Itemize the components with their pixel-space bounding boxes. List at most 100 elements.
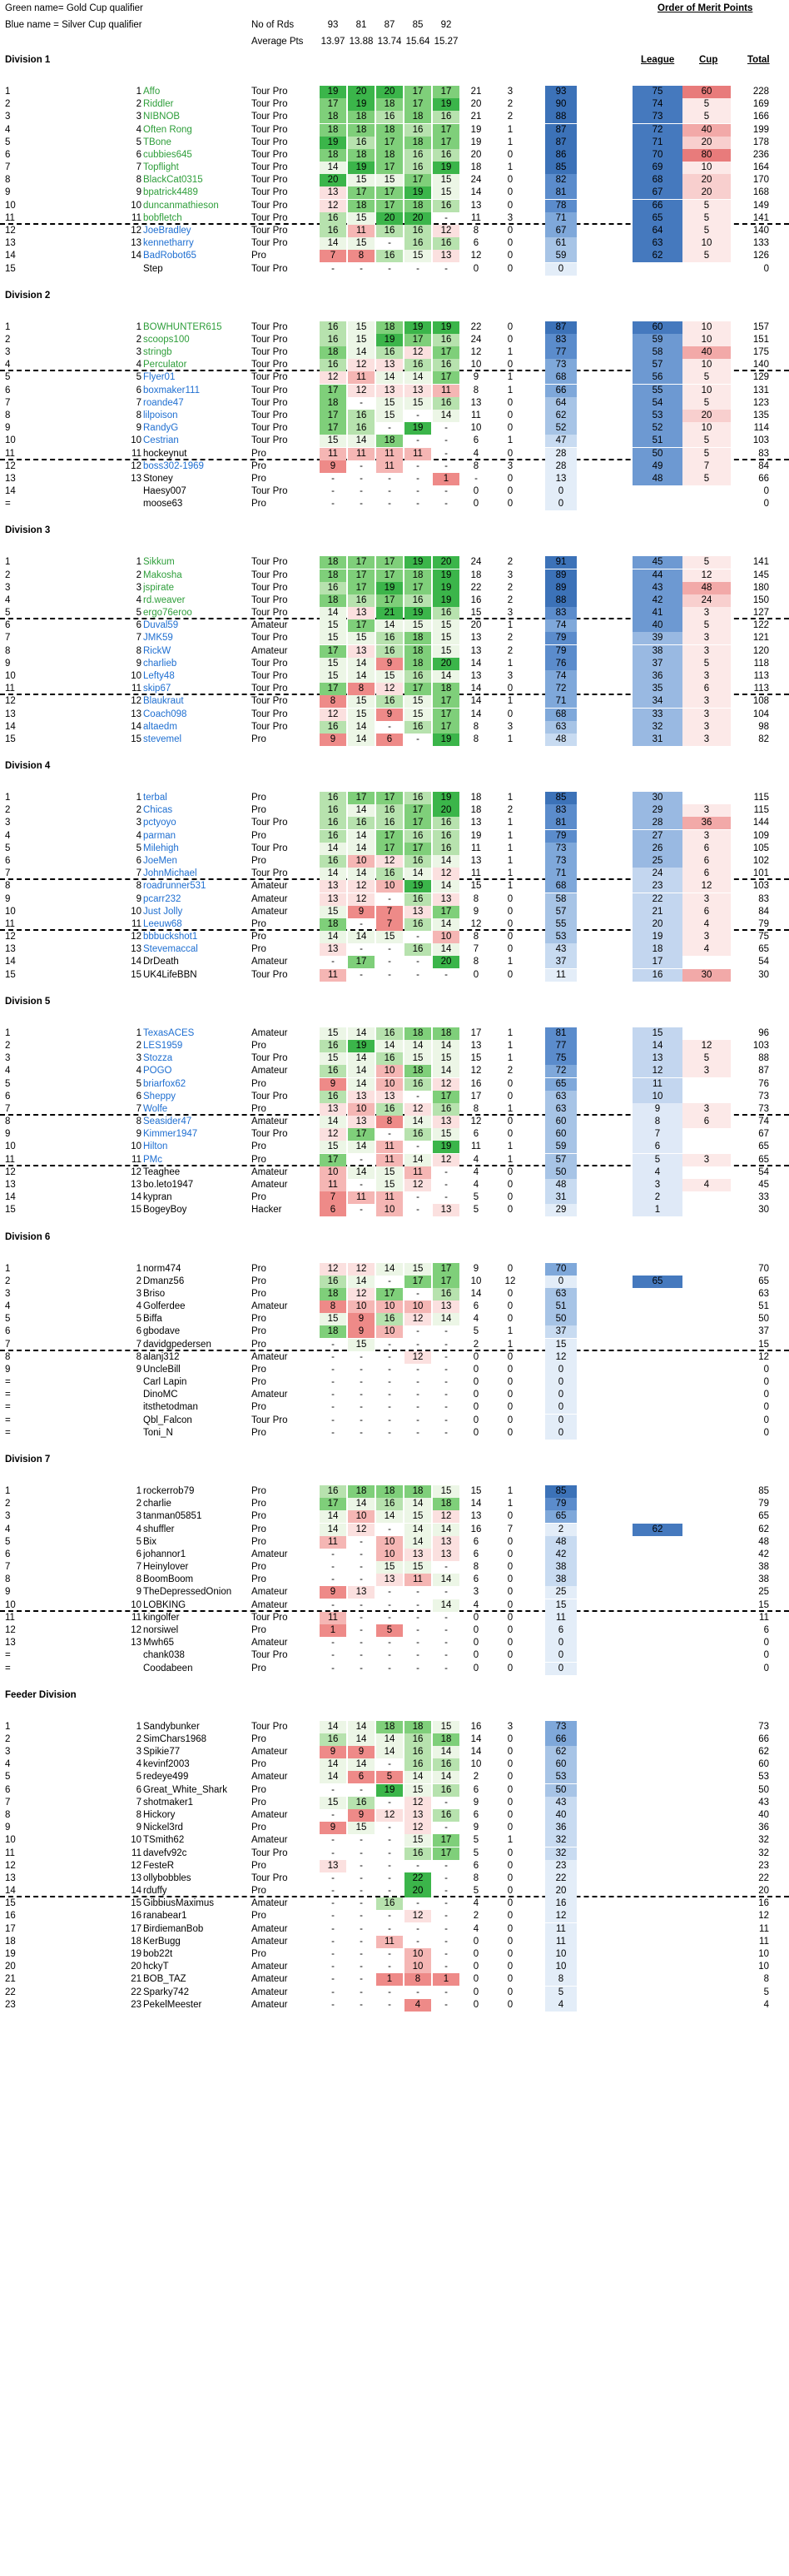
round-score: 14 bbox=[348, 670, 375, 684]
player-tier: Tour Pro bbox=[251, 709, 288, 719]
round-score: 13 bbox=[320, 1859, 346, 1872]
wins: 11 bbox=[471, 868, 481, 879]
position: 1 bbox=[136, 1486, 141, 1497]
round-score: 15 bbox=[404, 1561, 431, 1574]
round-score: - bbox=[444, 1402, 448, 1413]
wins: 13 bbox=[470, 633, 482, 644]
merit-total: 0 bbox=[763, 1377, 769, 1388]
round-score: 16 bbox=[433, 1808, 459, 1822]
round-score: 10 bbox=[376, 1548, 403, 1561]
player-name: skip67 bbox=[143, 684, 171, 694]
league-points: 51 bbox=[633, 435, 682, 448]
rank: 7 bbox=[5, 1339, 11, 1350]
table-row: 1 1 rockerrob79 Pro 16 18 18 18 15 15 1 85 85 bbox=[0, 1485, 789, 1499]
player-name: Chicas bbox=[143, 805, 173, 816]
wins: 13 bbox=[470, 200, 482, 211]
league-points bbox=[633, 1313, 682, 1325]
position: 4 bbox=[136, 1066, 141, 1077]
merit-total: 6 bbox=[763, 1625, 769, 1635]
round-score: 18 bbox=[404, 569, 431, 582]
round-score: 16 bbox=[404, 855, 431, 868]
rank: 12 bbox=[5, 696, 16, 707]
cup-points bbox=[682, 1885, 731, 1897]
round-score: 18 bbox=[404, 1065, 431, 1078]
round-score: 14 bbox=[376, 1746, 403, 1759]
merit-total: 30 bbox=[758, 969, 769, 980]
round-score: - bbox=[444, 1898, 448, 1909]
round-score: 18 bbox=[404, 1027, 431, 1040]
round-score: 17 bbox=[376, 199, 403, 212]
round-score: - bbox=[388, 721, 391, 732]
player-name: BoomBoom bbox=[143, 1574, 194, 1585]
rank: 17 bbox=[5, 1923, 16, 1934]
round-score: 17 bbox=[433, 720, 459, 734]
table-row: 15 15 BogeyBoy Hacker 6-10-13 5 0 29 1 30 bbox=[0, 1204, 789, 1217]
cup-points bbox=[682, 1351, 731, 1364]
player-name: LES1959 bbox=[143, 1040, 183, 1051]
round-score: 11 bbox=[376, 1153, 403, 1166]
merit-total: 0 bbox=[763, 1390, 769, 1400]
merit-total: 150 bbox=[752, 594, 769, 605]
cup-points: 3 bbox=[682, 708, 731, 721]
round-score: - bbox=[416, 1625, 419, 1635]
bonus: 0 bbox=[507, 918, 514, 929]
wins: 4 bbox=[473, 1166, 479, 1177]
league-points bbox=[633, 1574, 682, 1586]
round-score: 14 bbox=[433, 880, 459, 893]
cup-points: 3 bbox=[682, 1102, 731, 1116]
round-score: - bbox=[388, 957, 391, 967]
wins: 20 bbox=[470, 99, 482, 110]
player-name: BOB_TAZ bbox=[143, 1974, 186, 1985]
round-score: 18 bbox=[376, 148, 403, 162]
table-row: 2 2 LES1959 Pro 16 19 14 14 14 13 1 77 14 12 103 bbox=[0, 1039, 789, 1052]
merit-total: 74 bbox=[758, 1116, 769, 1127]
position: 7 bbox=[136, 868, 141, 879]
position: 11 bbox=[132, 1154, 141, 1165]
rank: 1 bbox=[5, 793, 11, 803]
league-points: 49 bbox=[633, 460, 682, 473]
wins: 13 bbox=[470, 645, 482, 656]
league-total: 37 bbox=[545, 956, 577, 969]
round-score: 14 bbox=[348, 868, 375, 881]
round-score: - bbox=[360, 969, 363, 980]
round-score: 14 bbox=[433, 918, 459, 931]
position: 9 bbox=[136, 658, 141, 669]
league-points bbox=[633, 1401, 682, 1414]
player-name: Duval59 bbox=[143, 620, 179, 631]
wins: 10 bbox=[470, 1759, 482, 1770]
player-tier: Tour Pro bbox=[251, 124, 288, 135]
round-score: 19 bbox=[404, 186, 431, 200]
player-name: UK4LifeBBN bbox=[143, 969, 197, 980]
bonus: 0 bbox=[507, 1987, 514, 1997]
merit-total: 114 bbox=[753, 423, 769, 434]
round-score: - bbox=[331, 1948, 335, 1959]
wins: 14 bbox=[470, 187, 482, 198]
round-score: - bbox=[360, 1650, 363, 1661]
round-score: 14 bbox=[348, 1052, 375, 1066]
league-points: 17 bbox=[633, 956, 682, 969]
round-score: 11 bbox=[404, 1574, 431, 1587]
rank: 1 bbox=[5, 1263, 11, 1274]
round-score: 18 bbox=[433, 1733, 459, 1746]
round-score: 15 bbox=[348, 333, 375, 346]
round-score: - bbox=[444, 1663, 448, 1673]
wins: 12 bbox=[470, 1116, 482, 1127]
table-row: 21 21 BOB_TAZ Amateur - -1 8 1 0 0 8 8 bbox=[0, 1973, 789, 1987]
bonus: 0 bbox=[507, 1747, 514, 1758]
merit-total: 0 bbox=[763, 499, 769, 510]
league-points bbox=[633, 1364, 682, 1376]
round-score: 16 bbox=[404, 918, 431, 931]
merit-total: 76 bbox=[758, 1078, 769, 1089]
league-points: 37 bbox=[633, 657, 682, 670]
round-score: 19 bbox=[376, 333, 403, 346]
cup-points: 20 bbox=[682, 136, 731, 149]
table-row: 1 1 Sikkum Tour Pro 18 17 17 19 20 24 2 91 45 5 141 bbox=[0, 556, 789, 569]
rank: 10 bbox=[5, 671, 16, 682]
league-total: 63 bbox=[545, 720, 577, 734]
player-tier: Amateur bbox=[251, 1027, 288, 1038]
league-total: 88 bbox=[545, 594, 577, 607]
rank: 4 bbox=[5, 360, 11, 370]
round-score: 12 bbox=[404, 1796, 431, 1809]
rank: 2 bbox=[5, 1040, 11, 1051]
merit-total: 36 bbox=[758, 1823, 769, 1833]
